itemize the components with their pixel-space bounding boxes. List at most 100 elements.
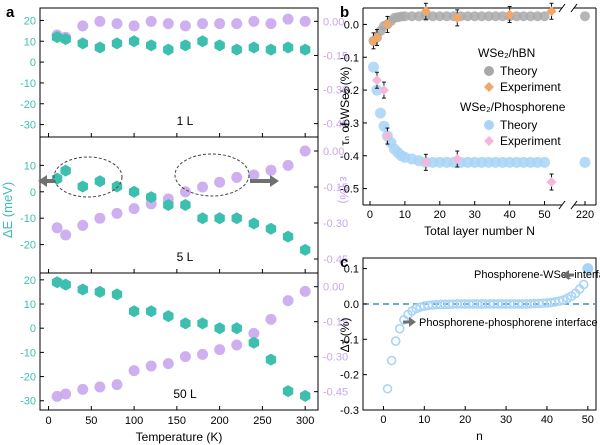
b-x-tick-label-1: 10 [399, 209, 411, 221]
strain-point [162, 358, 174, 370]
strain-point [128, 203, 140, 215]
b-x-tick-label-4: 40 [504, 209, 516, 221]
deltaE-point [265, 43, 277, 56]
right-tick-label-1-1: -0.15 [323, 182, 348, 194]
hbn-theory-point [399, 11, 410, 22]
b-x-tick-label-3: 30 [469, 209, 481, 221]
strain-point [231, 171, 243, 183]
hbn-theory-point [406, 11, 417, 22]
deltaE-point [146, 39, 157, 52]
c-y-tick-label-3: -0.2 [340, 370, 359, 382]
legend-marker-hbn-theory [484, 66, 494, 76]
deltaE-point [77, 37, 88, 50]
strain-point [299, 145, 311, 157]
right-tick-label-1-0: 0.00 [323, 146, 344, 158]
deltaE-point [299, 43, 311, 56]
annotation-phos-wse2: Phosphorene-WSe₂ interface [474, 269, 600, 281]
deltaE-point [197, 212, 208, 225]
strain-point [197, 18, 209, 30]
right-tick-label-0-2: -0.30 [323, 85, 348, 97]
deltaE-point [214, 212, 225, 225]
strain-point [179, 20, 191, 32]
phos-theory-point [374, 107, 386, 119]
right-tick-label-2-1: -0.15 [323, 317, 348, 329]
strain-point [231, 339, 243, 351]
deltaE-point [248, 336, 260, 349]
hbn-experiment-point [420, 6, 431, 17]
deltaE-point [60, 278, 71, 291]
deltaE-point [282, 41, 294, 54]
hbn-theory-point [518, 11, 529, 22]
deltaE-point [163, 43, 174, 56]
deltaE-point [128, 35, 140, 48]
axis-break-mark [570, 200, 578, 210]
x-tick-label-a-4: 200 [210, 415, 228, 427]
strain-point [128, 365, 140, 377]
legend-title-hbn: WSe₂/hBN [478, 46, 535, 60]
delta-tau-point [394, 323, 405, 334]
c-x-tick-label-1: 10 [418, 414, 430, 426]
strain-point [51, 390, 63, 402]
strain-point [248, 169, 260, 181]
strain-point [94, 381, 106, 393]
deltaE-point [94, 41, 106, 54]
strain-point [145, 360, 157, 372]
strain-point [214, 344, 226, 356]
deltaE-point [282, 230, 294, 243]
c-x-tick-label-3: 30 [500, 414, 512, 426]
strain-point [111, 379, 123, 391]
strain-point [299, 15, 311, 27]
left-tick-label-0-1: 10 [24, 36, 36, 48]
left-tick-label-0-3: -10 [20, 78, 36, 90]
right-tick-label-2-3: -0.45 [323, 387, 348, 399]
deltaE-point [180, 317, 191, 330]
phos-experiment-point [371, 75, 382, 86]
delta-tau-point [386, 355, 397, 366]
b-x-tick-label-0: 0 [367, 209, 373, 221]
delta-tau-point [578, 279, 589, 290]
right-tick-label-1-2: -0.30 [323, 218, 348, 230]
hbn-theory-point [441, 11, 452, 22]
strain-point [299, 285, 311, 297]
b-y-tick-label-5: -0.5 [340, 184, 359, 196]
strain-point [214, 18, 226, 30]
deltaE-point [248, 217, 260, 230]
dashed-ellipse-left [53, 156, 123, 198]
b-x-tick-label-6: 220 [576, 209, 594, 221]
hbn-theory-point [532, 11, 543, 22]
hbn-theory-point [497, 11, 508, 22]
left-tick-label-1-1: 0 [30, 187, 36, 199]
panel-letter-a: a [6, 4, 15, 21]
left-tick-label-2-0: 20 [24, 275, 36, 287]
delta-tau-point [554, 296, 565, 306]
strain-point [265, 164, 277, 176]
deltaE-point [299, 243, 311, 256]
axis-break-mark [558, 200, 566, 210]
strain-point [282, 295, 294, 307]
subpanel-label-2: 50 L [173, 387, 197, 401]
phos-experiment-point [420, 157, 431, 168]
strain-point [111, 207, 123, 219]
delta-tau-point [390, 336, 401, 346]
strain-point [94, 212, 106, 224]
phos-theory-point [371, 84, 383, 96]
legend-phos-theory: Theory [500, 118, 537, 132]
hbn-experiment-point [504, 9, 515, 20]
delta-tau-point [411, 303, 421, 314]
right-tick-label-0-3: -0.45 [323, 119, 348, 131]
hbn-experiment-point [371, 32, 382, 43]
right-tick-label-2-0: 0.00 [323, 282, 344, 294]
deltaE-point [77, 180, 88, 193]
subpanel-frame-2 [39, 272, 319, 411]
delta-tau-point [382, 383, 393, 394]
strain-point [231, 18, 243, 30]
x-tick-label-a-2: 100 [125, 415, 143, 427]
left-tick-label-0-5: -30 [20, 120, 36, 132]
left-tick-label-1-0: 10 [24, 160, 36, 172]
b-x-tick-label-5: 50 [538, 209, 550, 221]
deltaE-point [180, 39, 191, 52]
right-tick-label-1-3: -0.45 [323, 254, 348, 266]
ylabel-c: Δτ (%) [338, 318, 352, 353]
strain-point [248, 327, 260, 339]
